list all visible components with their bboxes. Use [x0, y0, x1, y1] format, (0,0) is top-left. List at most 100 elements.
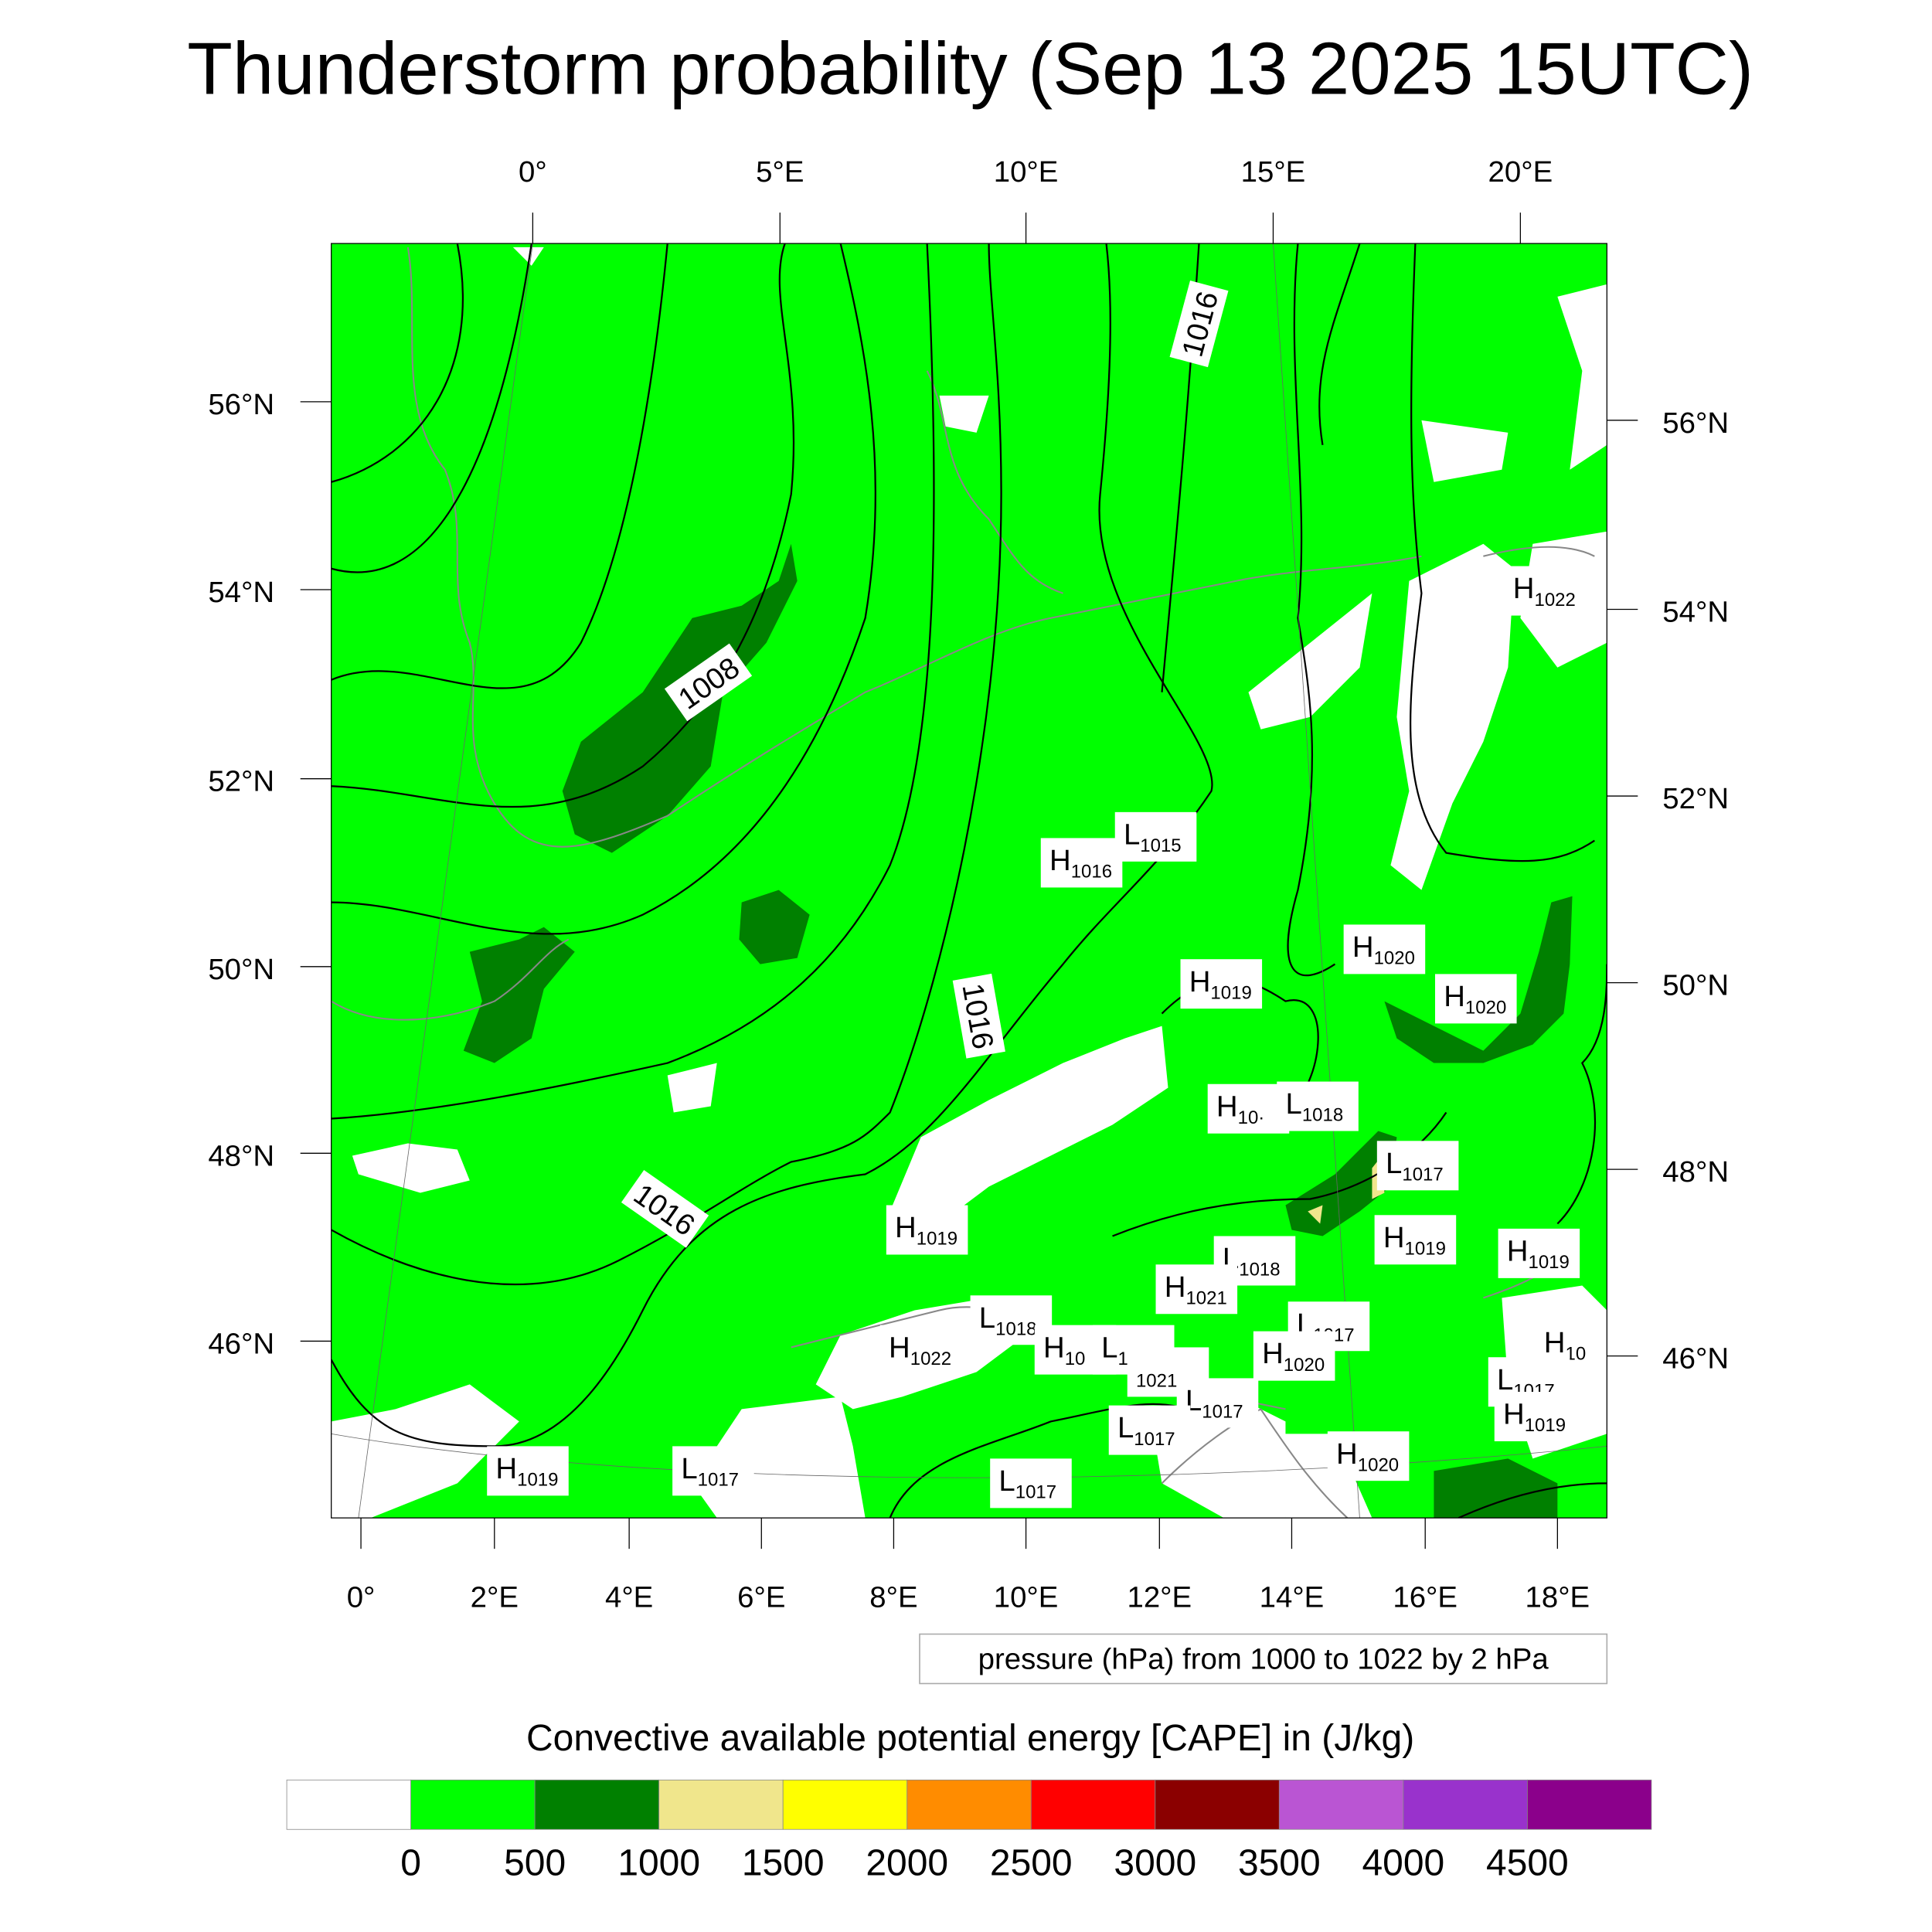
svg-text:H10: H10: [1544, 1326, 1586, 1365]
colorbar-swatch: [1526, 1779, 1652, 1830]
svg-text:H1020: H1020: [1336, 1437, 1399, 1476]
svg-text:L1015: L1015: [1124, 818, 1182, 856]
colorbar-swatch: [534, 1779, 660, 1830]
right-lat-label: 54°N: [1662, 596, 1729, 629]
colorbar-label: 2000: [866, 1842, 948, 1883]
right-lat-label: 52°N: [1662, 782, 1729, 815]
svg-text:L1018: L1018: [979, 1301, 1037, 1340]
pressure-center-high: H1019: [487, 1446, 569, 1496]
colorbar-label: 3000: [1114, 1842, 1196, 1883]
pressure-center-high: H1020: [1343, 924, 1426, 975]
bottom-lon-label: 18°E: [1526, 1580, 1590, 1614]
right-lat-label: 48°N: [1662, 1155, 1729, 1189]
colorbar-swatch: [1278, 1779, 1404, 1830]
top-lon-label: 20°E: [1488, 155, 1553, 189]
left-lat-label: 46°N: [208, 1327, 274, 1360]
right-lat-label: 50°N: [1662, 969, 1729, 1002]
bottom-lon-label: 16°E: [1393, 1580, 1458, 1614]
colorbar-label: 1000: [617, 1842, 700, 1883]
bottom-lon-label: 4°E: [605, 1580, 653, 1614]
colorbar-label: 3500: [1238, 1842, 1321, 1883]
pressure-center-high: H1016: [1040, 838, 1123, 888]
pressure-center-high: H1019: [1494, 1392, 1577, 1442]
bottom-lon-label: 6°E: [737, 1580, 785, 1614]
svg-text:H1020: H1020: [1352, 930, 1415, 969]
map-axes: 0° 5°E 10°E 15°E 20°E 56°N 54°N 52°N 50°N 48°N 46°…: [208, 155, 1729, 1614]
top-lon-label: 15°E: [1241, 155, 1306, 189]
bottom-lon-label: 12°E: [1127, 1580, 1192, 1614]
pressure-center-high: H1019: [1374, 1215, 1457, 1265]
svg-text:L1017: L1017: [681, 1452, 739, 1491]
pressure-center-low: L1018: [1277, 1081, 1359, 1131]
colorbar-swatch: [286, 1779, 412, 1830]
bottom-lon-label: 8°E: [869, 1580, 917, 1614]
svg-text:H1022: H1022: [1513, 572, 1576, 611]
svg-text:H1021: H1021: [1165, 1270, 1227, 1309]
pressure-center-high: H10·: [1207, 1083, 1290, 1134]
pressure-center-high: H1019: [1180, 959, 1263, 1009]
colorbar-swatch: [658, 1779, 784, 1830]
top-lon-label: 5°E: [756, 155, 804, 189]
pressure-center-low: L1017: [1176, 1378, 1259, 1428]
svg-text:H1020: H1020: [1444, 980, 1506, 1019]
svg-text:H1019: H1019: [1507, 1234, 1570, 1273]
bottom-lon-label: 10°E: [994, 1580, 1059, 1614]
pressure-center-low: L1017: [1376, 1141, 1459, 1191]
right-lat-label: 56°N: [1662, 406, 1729, 440]
left-lat-label: 50°N: [208, 953, 274, 986]
top-lon-label: 10°E: [994, 155, 1059, 189]
bottom-lon-label: 14°E: [1260, 1580, 1325, 1614]
svg-text:H10·: H10·: [1216, 1090, 1264, 1128]
pressure-center-high: H1020: [1435, 974, 1517, 1024]
pressure-center-high: H1022: [1504, 566, 1587, 616]
pressure-center-high: H1019: [1498, 1228, 1580, 1278]
colorbar-swatch: [410, 1779, 536, 1830]
bottom-lon-label: 2°E: [471, 1580, 519, 1614]
colorbar-label: 1500: [742, 1842, 825, 1883]
colorbar-label: 500: [504, 1842, 566, 1883]
svg-text:L1018: L1018: [1285, 1087, 1343, 1126]
colorbar-label: 4000: [1362, 1842, 1444, 1883]
map-frame: [331, 243, 1607, 1519]
pressure-center-low: L1017: [1108, 1405, 1191, 1455]
left-lat-label: 54°N: [208, 576, 274, 609]
pressure-center-high: H1022: [879, 1325, 962, 1375]
pressure-center-high: H10: [1535, 1320, 1607, 1370]
colorbar-title: Convective available potential energy [C…: [526, 1718, 1414, 1759]
right-lat-label: 46°N: [1662, 1342, 1729, 1376]
svg-text:H1019: H1019: [1383, 1221, 1446, 1260]
contour-info-text: pressure (hPa) from 1000 to 1022 by 2 hP…: [978, 1642, 1549, 1675]
colorbar-swatch: [906, 1779, 1032, 1830]
colorbar: 0 500 1000 1500 2000 2500 3000 3500 4000 4500: [286, 1779, 1652, 1883]
left-lat-label: 52°N: [208, 765, 274, 798]
colorbar-label: 2500: [990, 1842, 1073, 1883]
svg-text:H1019: H1019: [895, 1211, 957, 1250]
left-lat-label: 48°N: [208, 1139, 274, 1172]
top-lon-label: 0°: [519, 155, 547, 189]
svg-text:H10: H10: [1043, 1331, 1085, 1369]
svg-text:L1017: L1017: [1117, 1411, 1175, 1450]
svg-text:L1017: L1017: [1386, 1147, 1444, 1185]
colorbar-swatch: [1030, 1779, 1156, 1830]
colorbar-label: 4500: [1486, 1842, 1569, 1883]
pressure-center-high: H1019: [886, 1205, 968, 1255]
pressure-center-high: H1020: [1253, 1331, 1335, 1381]
svg-text:H1019: H1019: [495, 1452, 558, 1491]
svg-text:H1020: H1020: [1262, 1337, 1325, 1376]
svg-text:H1016: H1016: [1049, 844, 1112, 883]
colorbar-label: 0: [400, 1842, 421, 1883]
pressure-center-high: H1020: [1327, 1431, 1410, 1481]
isobar-label: 1016: [952, 973, 1005, 1059]
pressure-center-low: L1015: [1114, 811, 1197, 862]
colorbar-swatch: [1403, 1779, 1528, 1830]
colorbar-swatch: [1155, 1779, 1280, 1830]
svg-text:H1022: H1022: [889, 1331, 951, 1369]
isobars: [331, 243, 1607, 1519]
svg-text:L1017: L1017: [998, 1464, 1056, 1503]
colorbar-swatch: [782, 1779, 908, 1830]
contour-info-box: [919, 1633, 1608, 1685]
